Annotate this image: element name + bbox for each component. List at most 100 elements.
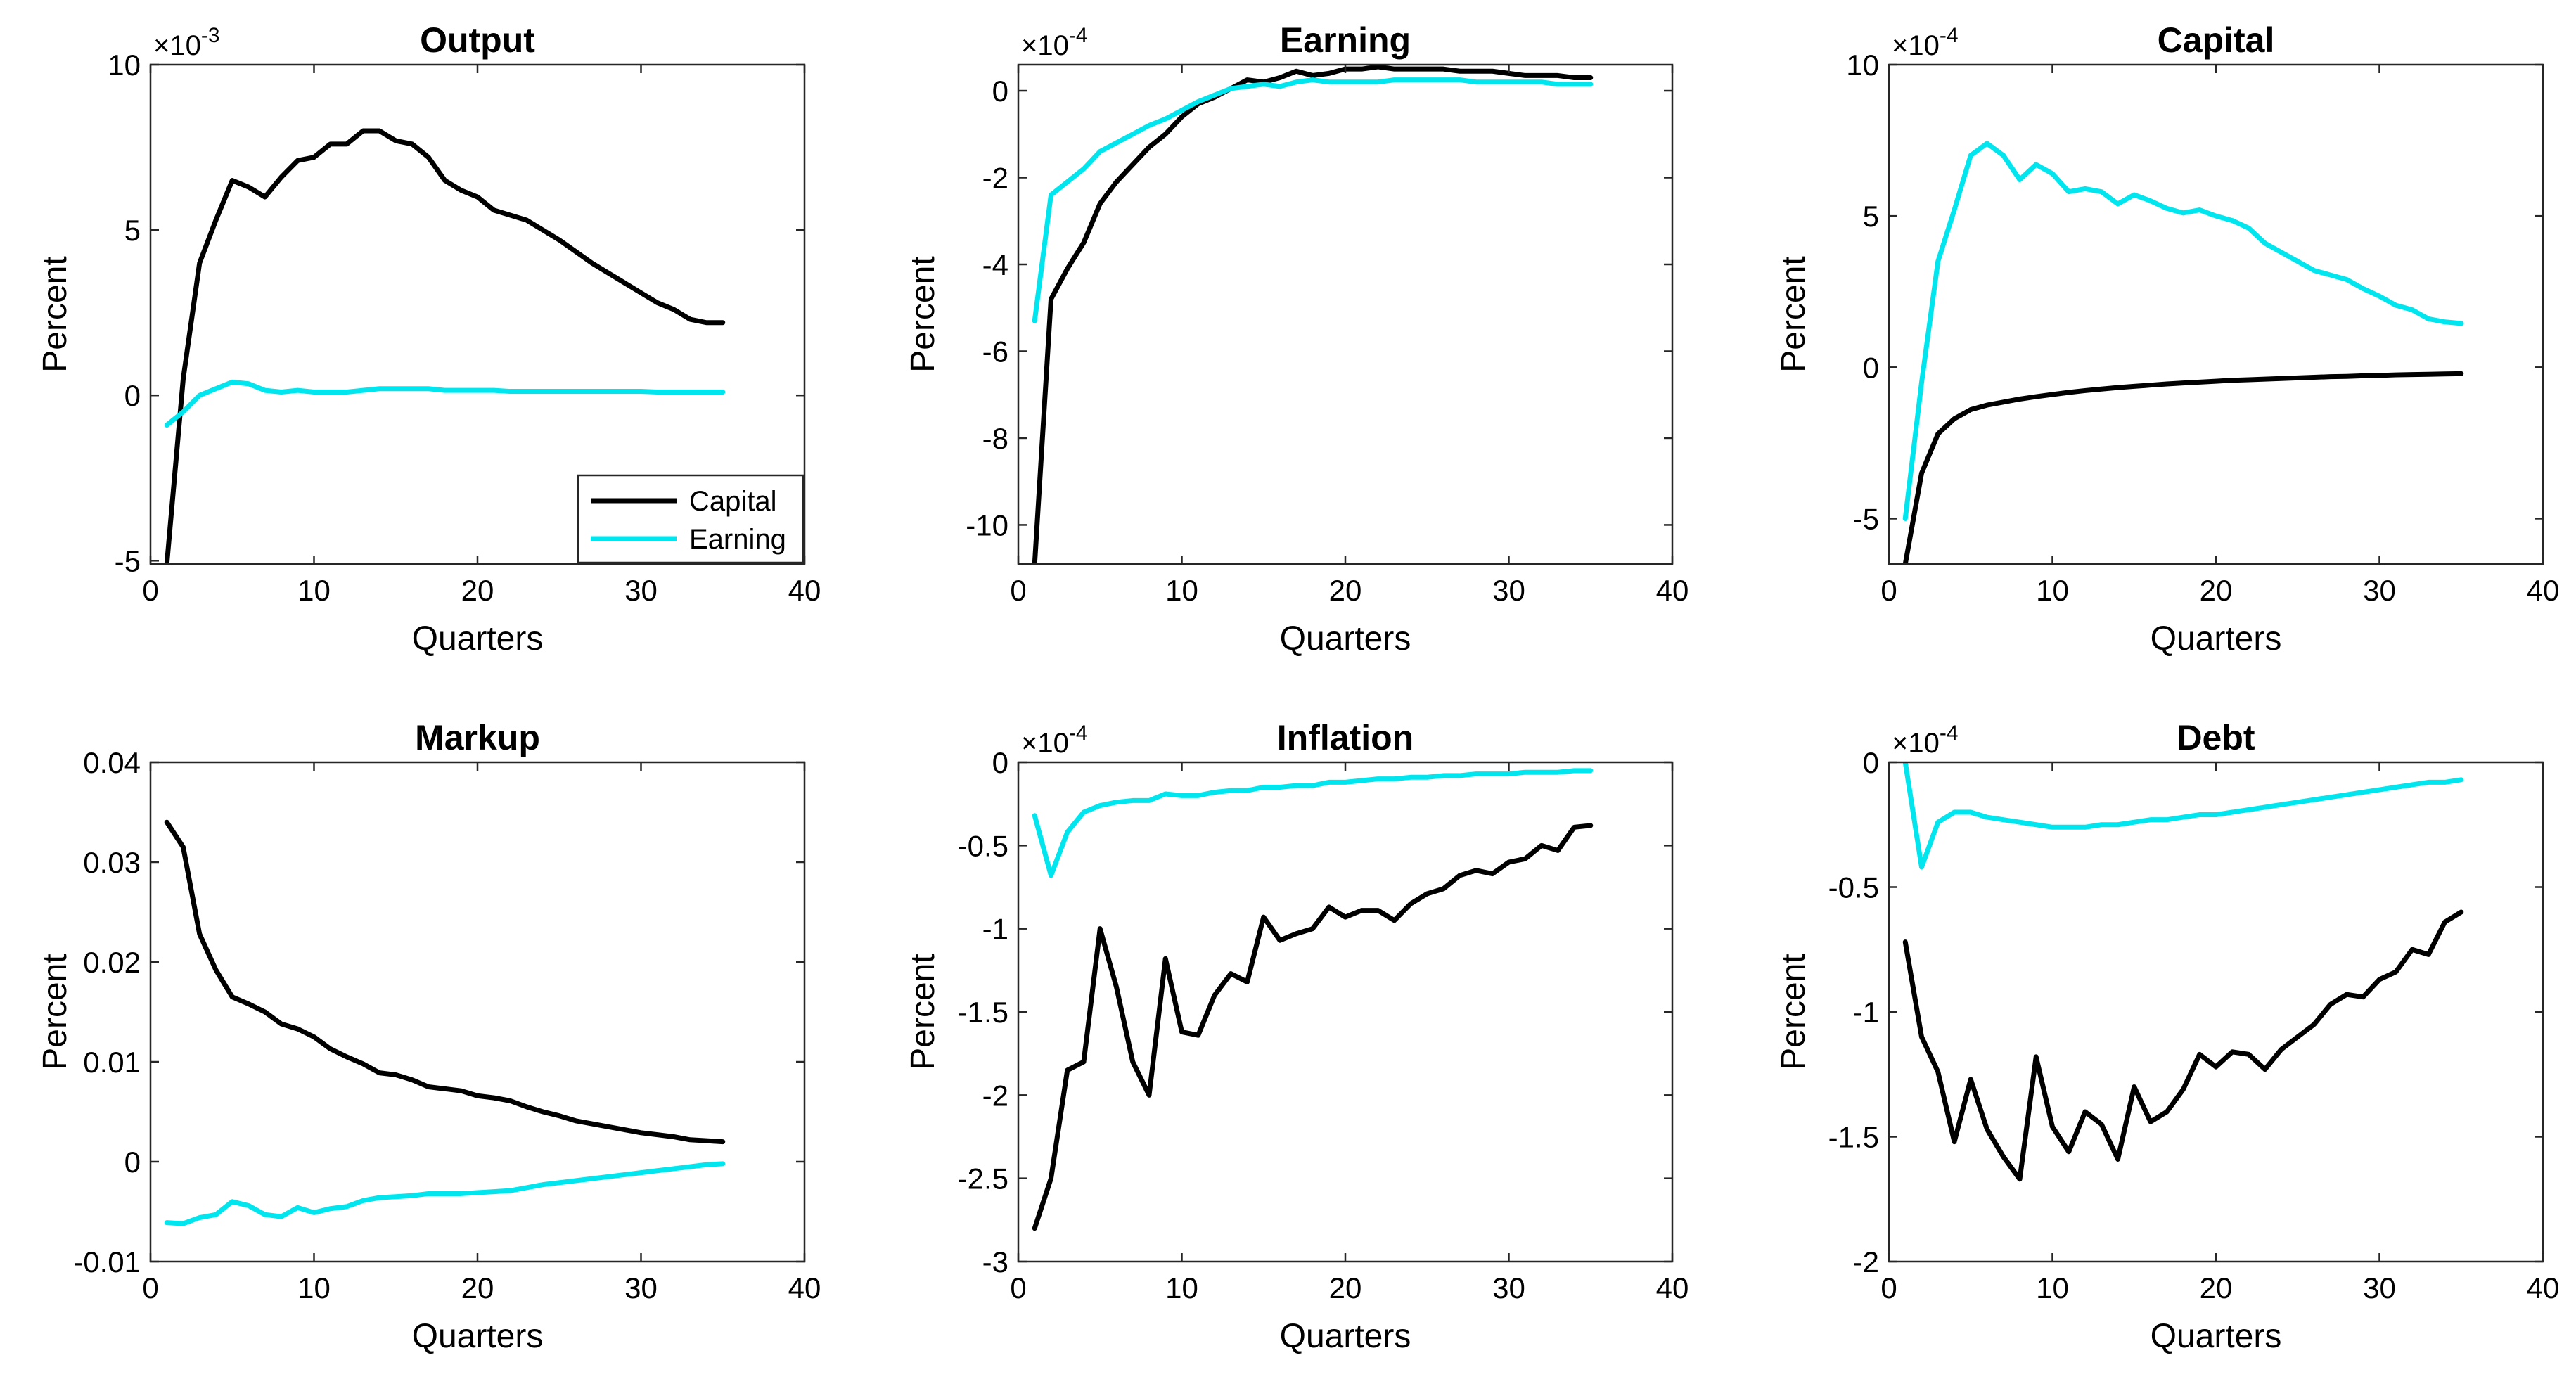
chart-inflation-ylabel: Percent: [904, 954, 942, 1070]
chart-capital-xlabel: Quarters: [2151, 620, 2282, 658]
chart-inflation-xtick-label: 40: [1656, 1271, 1689, 1304]
chart-debt-ylabel: Percent: [1775, 954, 1812, 1070]
chart-capital-plot-area: [1889, 65, 2543, 564]
chart-markup-xtick-label: 30: [624, 1271, 658, 1304]
chart-debt-exponent-power: -4: [1940, 721, 1959, 745]
chart-capital-xtick-label: 40: [2527, 574, 2560, 607]
chart-output-xtick-label: 10: [297, 574, 331, 607]
chart-earning-series-earning-line: [1032, 77, 1594, 323]
chart-capital-panel: 0 10 20 30 40 -5 0 5 10 Capital ×10-4 Quarters Perce…: [1775, 20, 2559, 658]
chart-output-title: Output: [420, 20, 535, 60]
chart-markup-series-capital-line: [164, 819, 726, 1145]
chart-earning-ytick-label: -10: [966, 508, 1008, 541]
chart-earning-exponent-base: ×10: [1021, 30, 1069, 61]
chart-debt-ytick-label: -1.5: [1828, 1121, 1879, 1154]
chart-debt-ytick-label: -1: [1853, 996, 1879, 1029]
chart-markup-ylabel: Percent: [37, 954, 74, 1070]
chart-debt-series-earning-line: [1902, 762, 2464, 870]
chart-markup-panel: 0 10 20 30 40-0.0100.010.020.030.04MarkupQua…: [37, 718, 821, 1355]
legend-box: [577, 474, 805, 564]
chart-earning-ytick-label: -4: [982, 248, 1008, 281]
chart-debt-xtick-label: 30: [2363, 1271, 2396, 1304]
chart-markup-plot-area: [150, 762, 805, 1262]
chart-debt-xtick-label: 20: [2200, 1271, 2233, 1304]
chart-earning-exponent-label: ×10-4: [1021, 24, 1088, 61]
chart-earning-plot-area: [1018, 65, 1672, 564]
chart-debt-xtick-label: 40: [2527, 1271, 2560, 1304]
chart-output-xtick-label: 30: [624, 574, 658, 607]
chart-inflation-series-earning-line: [1032, 768, 1594, 878]
chart-earning-xtick-label: 20: [1329, 574, 1362, 607]
chart-earning-ytick-label: -8: [982, 422, 1008, 455]
chart-inflation-ytick-label: -1.5: [958, 996, 1008, 1029]
chart-inflation-xtick-label: 20: [1329, 1271, 1362, 1304]
chart-output-xlabel: Quarters: [412, 620, 544, 658]
chart-capital-exponent-label: ×10-4: [1892, 24, 1959, 61]
chart-output-xtick-label: 0: [142, 574, 158, 607]
chart-output-panel: 0 10 20 30 40-50510Output×10-3QuartersPercen…: [37, 20, 821, 658]
chart-capital-ytick-label: 10: [1846, 49, 1879, 82]
chart-capital-ytick-label: 5: [1863, 200, 1879, 233]
chart-output-ytick-label: 5: [124, 214, 141, 247]
chart-markup-ytick-label: 0.02: [83, 946, 141, 979]
chart-debt-ytick-label: -0.5: [1828, 871, 1879, 904]
chart-inflation-ytick-label: -0.5: [958, 829, 1008, 862]
chart-debt-xtick-label: 0: [1880, 1271, 1897, 1304]
chart-capital-xtick-label: 20: [2200, 574, 2233, 607]
chart-earning-xtick-label: 40: [1656, 574, 1689, 607]
chart-earning-xtick-label: 0: [1010, 574, 1026, 607]
chart-debt-panel: 0 10 20 30 40 -2 -1.5 -1 -0.5 0 Debt ×10-4 Quarters P…: [1775, 718, 2559, 1355]
chart-markup-xtick-label: 40: [788, 1271, 821, 1304]
chart-inflation-ytick-label: 0: [992, 746, 1008, 779]
chart-markup-ytick-label: 0.01: [83, 1046, 141, 1079]
chart-earning-ylabel: Percent: [904, 256, 942, 372]
chart-earning-exponent-power: -4: [1069, 24, 1088, 47]
chart-inflation-ytick-label: -2: [982, 1079, 1008, 1112]
chart-inflation-exponent-power: -4: [1069, 721, 1088, 745]
chart-output-xtick-label: 20: [461, 574, 494, 607]
chart-output-xtick-label: 40: [788, 574, 821, 607]
legend-label-earning: Earning: [689, 524, 786, 555]
chart-inflation-series-capital-line: [1032, 823, 1594, 1231]
chart-inflation-xlabel: Quarters: [1280, 1318, 1411, 1355]
chart-debt-ytick-label: 0: [1863, 746, 1879, 779]
chart-markup-ytick-label: 0: [124, 1146, 141, 1179]
chart-earning-panel: 0 10 20 30 40-10-8-6-4-20Earning×10-4Quarter…: [904, 20, 1689, 658]
chart-debt-exponent-label: ×10-4: [1892, 721, 1959, 759]
chart-capital-xtick-label: 30: [2363, 574, 2396, 607]
chart-markup-ytick-label: -0.01: [73, 1245, 141, 1278]
subplot-grid: 0 10 20 30 40-50510Output×10-3QuartersPercen…: [37, 20, 2559, 1355]
chart-inflation-panel: 0 10 20 30 40 -3 -2.5 -2 -1.5 -1 -0.5 0 Inflation ×10…: [904, 718, 1689, 1355]
chart-output-ytick-label: 0: [124, 379, 141, 412]
chart-debt-xtick-label: 10: [2036, 1271, 2069, 1304]
chart-earning-xtick-label: 10: [1165, 574, 1198, 607]
legend-label-capital: Capital: [689, 486, 777, 517]
chart-inflation-plot-area: [1018, 762, 1672, 1262]
chart-output-exponent-label: ×10-3: [153, 24, 220, 61]
chart-earning-xtick-label: 30: [1492, 574, 1525, 607]
chart-markup-xtick-label: 20: [461, 1271, 494, 1304]
chart-capital-title: Capital: [2158, 20, 2275, 60]
chart-debt-xlabel: Quarters: [2151, 1318, 2282, 1355]
chart-earning-series-capital-line: [1032, 65, 1594, 564]
chart-output-exponent-base: ×10: [153, 30, 201, 61]
chart-inflation-ytick-label: -3: [982, 1245, 1008, 1278]
chart-output-ylabel: Percent: [37, 256, 74, 372]
chart-inflation-ytick-label: -1: [982, 913, 1008, 946]
chart-capital-ytick-label: -5: [1853, 502, 1879, 535]
chart-output-series-earning-line: [164, 379, 726, 428]
chart-capital-ylabel: Percent: [1775, 256, 1812, 372]
chart-markup-xtick-label: 10: [297, 1271, 331, 1304]
chart-debt-title: Debt: [2177, 718, 2255, 757]
chart-capital-xtick-label: 10: [2036, 574, 2069, 607]
chart-inflation-exponent-base: ×10: [1021, 728, 1069, 759]
chart-capital-exponent-base: ×10: [1892, 30, 1940, 61]
chart-markup-xtick-label: 0: [142, 1271, 158, 1304]
chart-earning-ytick-label: -6: [982, 335, 1008, 368]
chart-output-exponent-power: -3: [201, 24, 220, 47]
chart-markup-ytick-label: 0.03: [83, 846, 141, 879]
chart-capital-ytick-label: 0: [1863, 351, 1879, 384]
chart-capital-exponent-power: -4: [1940, 24, 1959, 47]
chart-markup-series-earning-line: [164, 1161, 726, 1226]
